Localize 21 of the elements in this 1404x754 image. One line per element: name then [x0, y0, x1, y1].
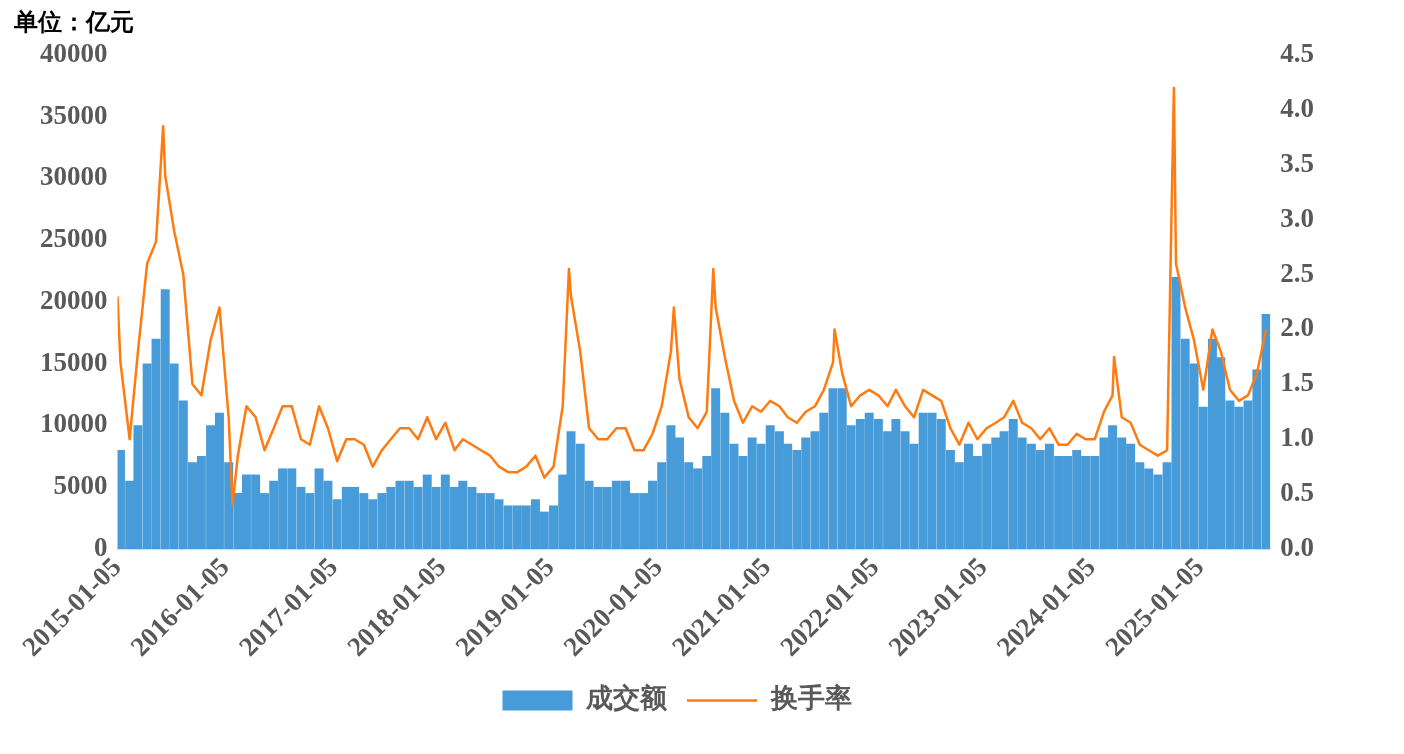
y-axis-title: 单位：亿元 — [14, 8, 134, 37]
y-tick-label: 40000 — [40, 37, 108, 68]
y-tick-label: 5000 — [53, 470, 108, 501]
y-tick-label: 15000 — [40, 346, 108, 377]
y-tick-label: 10000 — [40, 408, 108, 439]
y-tick-label: 20000 — [40, 284, 108, 315]
y-tick-label: 35000 — [40, 99, 108, 130]
y2-tick-label: 4.5 — [1280, 37, 1314, 68]
y2-tick-label: 3.5 — [1280, 147, 1314, 178]
legend-label: 成交额 — [585, 683, 668, 714]
y2-tick-label: 1.0 — [1280, 422, 1314, 453]
y2-tick-label: 3.0 — [1280, 202, 1314, 233]
y-tick-label: 30000 — [40, 161, 108, 192]
y2-tick-label: 0.0 — [1280, 531, 1314, 562]
y2-tick-label: 4.0 — [1280, 92, 1314, 123]
y2-tick-label: 1.5 — [1280, 367, 1314, 398]
y2-tick-label: 2.5 — [1280, 257, 1314, 288]
y-tick-label: 25000 — [40, 223, 108, 254]
y2-tick-label: 2.0 — [1280, 312, 1314, 343]
legend-label: 换手率 — [769, 683, 852, 714]
y2-tick-label: 0.5 — [1280, 477, 1314, 508]
